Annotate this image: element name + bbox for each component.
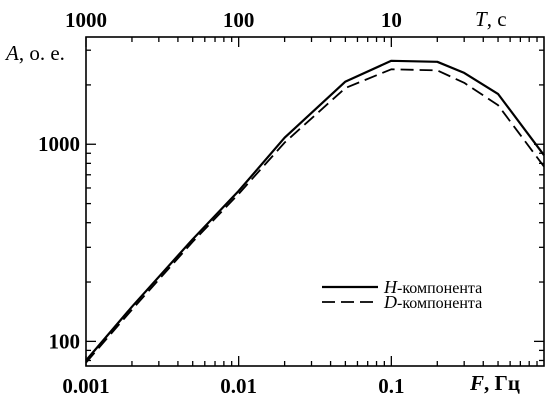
y-tick-label: 100 xyxy=(49,329,81,353)
legend: H-компонента D-компонента xyxy=(322,277,482,312)
plot-frame xyxy=(85,36,545,367)
series-line-d xyxy=(85,68,545,364)
x-axis-title: F, Гц xyxy=(469,371,520,395)
x-axis-symbol: F xyxy=(469,371,484,395)
legend-d-symbol: D xyxy=(383,292,397,312)
x-tick-label: 0.1 xyxy=(378,374,404,398)
series-lines xyxy=(85,59,545,364)
top-axis-symbol: T xyxy=(475,7,488,31)
legend-h-symbol: H xyxy=(383,277,398,297)
legend-label-d: D-компонента xyxy=(383,292,482,312)
legend-label-h: H-компонента xyxy=(383,277,482,297)
top-tick-label: 10 xyxy=(381,8,402,32)
x-tick-label: 0.001 xyxy=(62,374,109,398)
y-axis-title: A, о. е. xyxy=(4,41,65,65)
x-axis-unit: , Гц xyxy=(484,371,520,395)
y-axis-symbol: A xyxy=(4,41,19,65)
legend-h-rest: -компонента xyxy=(397,280,482,297)
tick-labels: 0.001 0.01 0.1 1000 100 10 100 1000 xyxy=(38,8,404,398)
top-axis-title: T, с xyxy=(475,7,507,31)
y-tick-label: 1000 xyxy=(38,132,80,156)
legend-d-rest: -компонента xyxy=(397,295,482,312)
axis-ticks xyxy=(85,37,544,366)
y-axis-unit: , о. е. xyxy=(19,41,65,65)
top-tick-label: 1000 xyxy=(65,8,107,32)
x-tick-label: 0.01 xyxy=(220,374,257,398)
top-axis-unit: , с xyxy=(487,7,507,31)
top-tick-label: 100 xyxy=(223,8,255,32)
series-line-h xyxy=(85,59,545,362)
